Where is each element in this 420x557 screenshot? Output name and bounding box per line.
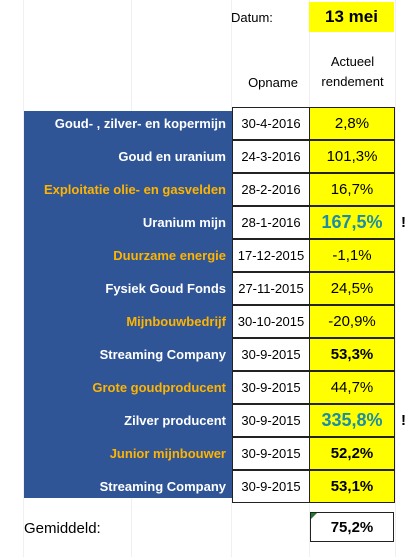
- datum-label: Datum:: [231, 10, 273, 25]
- row-date-cell[interactable]: 30-9-2015: [232, 437, 310, 470]
- row-date-cell[interactable]: 27-11-2015: [232, 272, 310, 305]
- row-value-cell[interactable]: 167,5%: [310, 206, 395, 239]
- row-name-cell[interactable]: Uranium mijn: [142, 215, 226, 230]
- column-header-rendement-line1: Actueel: [330, 54, 375, 69]
- average-label: Gemiddeld:: [24, 520, 101, 537]
- row-value-cell[interactable]: 53,3%: [310, 338, 395, 371]
- table-row: Fysiek Goud Fonds 27-11-2015 24,5%: [24, 272, 395, 305]
- average-value: 75,2%: [330, 518, 374, 536]
- column-header-rendement: Actueel rendement: [310, 52, 395, 92]
- row-date-cell[interactable]: 17-12-2015: [232, 239, 310, 272]
- table-row: Goud- , zilver- en kopermijn 30-4-2016 2…: [24, 107, 395, 140]
- table-row: Streaming Company 30-9-2015 53,1%: [24, 470, 395, 503]
- table-row: Junior mijnbouwer 30-9-2015 52,2%: [24, 437, 395, 470]
- row-name-cell[interactable]: Goud- , zilver- en kopermijn: [54, 116, 226, 131]
- exclamation-mark: !: [401, 412, 406, 429]
- column-header-rendement-line2: rendement: [321, 74, 384, 89]
- row-value-cell[interactable]: 52,2%: [310, 437, 395, 470]
- row-date-cell[interactable]: 28-2-2016: [232, 173, 310, 206]
- table-row: Goud en uranium 24-3-2016 101,3%: [24, 140, 395, 173]
- row-name-cell[interactable]: Exploitatie olie- en gasvelden: [43, 182, 226, 197]
- row-value-cell[interactable]: 2,8%: [310, 107, 395, 140]
- column-header-opname: Opname: [248, 75, 298, 90]
- row-value-cell[interactable]: -20,9%: [310, 305, 395, 338]
- row-date-cell[interactable]: 30-10-2015: [232, 305, 310, 338]
- average-value-cell[interactable]: 75,2%: [310, 512, 394, 542]
- row-date-cell[interactable]: 24-3-2016: [232, 140, 310, 173]
- row-date-cell[interactable]: 30-9-2015: [232, 338, 310, 371]
- table-row: Grote goudproducent 30-9-2015 44,7%: [24, 371, 395, 404]
- row-date-cell[interactable]: 28-1-2016: [232, 206, 310, 239]
- row-name-cell[interactable]: Duurzame energie: [113, 248, 226, 263]
- table-row: Zilver producent 30-9-2015 335,8% !: [24, 404, 406, 437]
- row-name-cell[interactable]: Streaming Company: [99, 347, 226, 362]
- table-row: Streaming Company 30-9-2015 53,3%: [24, 338, 395, 371]
- row-value-cell[interactable]: 44,7%: [310, 371, 395, 404]
- exclamation-mark: !: [401, 214, 406, 231]
- datum-value-cell[interactable]: 13 mei: [309, 2, 394, 32]
- row-value-cell[interactable]: 101,3%: [310, 140, 395, 173]
- row-date-cell[interactable]: 30-4-2016: [232, 107, 310, 140]
- table-row: Exploitatie olie- en gasvelden 28-2-2016…: [24, 173, 395, 206]
- row-name-cell[interactable]: Streaming Company: [99, 479, 226, 494]
- row-name-cell[interactable]: Grote goudproducent: [92, 380, 226, 395]
- comment-indicator-icon: [311, 513, 317, 519]
- row-date-cell[interactable]: 30-9-2015: [232, 470, 310, 503]
- table-row: Uranium mijn 28-1-2016 167,5% !: [24, 206, 406, 239]
- row-date-cell[interactable]: 30-9-2015: [232, 371, 310, 404]
- row-value-cell[interactable]: -1,1%: [310, 239, 395, 272]
- name-panel: [24, 111, 232, 498]
- table-row: Duurzame energie 17-12-2015 -1,1%: [24, 239, 395, 272]
- row-date-cell[interactable]: 30-9-2015: [232, 404, 310, 437]
- row-name-cell[interactable]: Goud en uranium: [118, 149, 226, 164]
- row-name-cell[interactable]: Mijnbouwbedrijf: [126, 314, 226, 329]
- row-name-cell[interactable]: Junior mijnbouwer: [109, 446, 226, 461]
- row-name-cell[interactable]: Fysiek Goud Fonds: [105, 281, 226, 296]
- row-value-cell[interactable]: 24,5%: [310, 272, 395, 305]
- row-value-cell[interactable]: 335,8%: [310, 404, 395, 437]
- row-value-cell[interactable]: 16,7%: [310, 173, 395, 206]
- row-name-cell[interactable]: Zilver producent: [124, 413, 226, 428]
- table-row: Mijnbouwbedrijf 30-10-2015 -20,9%: [24, 305, 395, 338]
- row-value-cell[interactable]: 53,1%: [310, 470, 395, 503]
